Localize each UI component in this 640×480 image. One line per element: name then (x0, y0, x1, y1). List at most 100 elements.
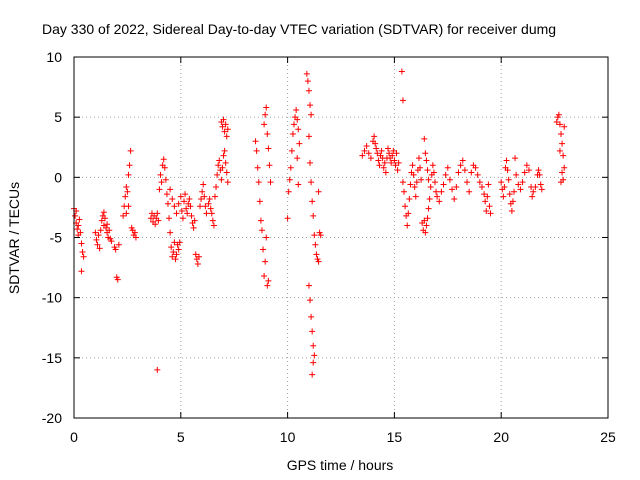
chart-title: Day 330 of 2022, Sidereal Day-to-day VTE… (42, 21, 556, 37)
data-point (394, 167, 401, 174)
data-point (371, 133, 378, 140)
data-point (263, 104, 270, 111)
data-point (296, 140, 303, 147)
data-point (284, 215, 291, 222)
data-point (559, 140, 566, 147)
x-tick-label: 25 (600, 429, 616, 445)
data-point (291, 121, 298, 128)
data-point (484, 193, 491, 200)
data-point (289, 131, 296, 138)
data-point (132, 234, 139, 241)
data-point (257, 217, 264, 224)
data-point (426, 195, 433, 202)
data-point (175, 246, 182, 253)
data-point (393, 150, 400, 157)
data-point (411, 183, 418, 190)
data-point (315, 188, 322, 195)
data-point (167, 229, 174, 236)
data-point (206, 195, 213, 202)
data-point (255, 179, 262, 186)
data-point (472, 164, 479, 171)
data-point (192, 251, 199, 258)
data-point (220, 116, 227, 123)
data-point (201, 193, 208, 200)
data-point (303, 70, 310, 77)
data-point (481, 191, 488, 198)
data-points (71, 68, 568, 378)
data-point (224, 179, 231, 186)
data-point (474, 171, 481, 178)
x-tick-label: 10 (280, 429, 296, 445)
data-point (293, 106, 300, 113)
data-point (380, 164, 387, 171)
data-point (171, 203, 178, 210)
data-point (187, 203, 194, 210)
data-point (294, 155, 301, 162)
data-point (536, 171, 543, 178)
data-point (410, 171, 417, 178)
data-point (459, 157, 466, 164)
data-point (425, 205, 432, 212)
data-point (221, 147, 228, 154)
data-point (294, 116, 301, 123)
data-point (413, 179, 420, 186)
data-point (98, 217, 105, 224)
data-point (431, 179, 438, 186)
data-point (525, 167, 532, 174)
data-point (500, 193, 507, 200)
data-point (503, 157, 510, 164)
data-point (96, 245, 103, 252)
data-point (438, 188, 445, 195)
data-point (265, 277, 272, 284)
data-point (126, 162, 133, 169)
data-point (307, 297, 314, 304)
data-point (295, 181, 302, 188)
data-point (295, 126, 302, 133)
data-point (519, 179, 526, 186)
data-point (95, 232, 102, 239)
data-point (392, 162, 399, 169)
data-point (310, 212, 317, 219)
data-point (186, 195, 193, 202)
y-axis-title: SDTVAR / TECUs (6, 182, 22, 294)
y-tick-label: 0 (54, 169, 62, 185)
data-point (208, 210, 215, 217)
data-point (512, 155, 519, 162)
data-point (169, 253, 176, 260)
data-point (262, 258, 269, 265)
data-point (556, 121, 563, 128)
data-point (75, 222, 82, 229)
data-point (482, 198, 489, 205)
data-point (422, 150, 429, 157)
data-point (508, 208, 515, 215)
data-point (415, 155, 422, 162)
data-point (561, 164, 568, 171)
data-point (167, 186, 174, 193)
data-point (430, 169, 437, 176)
data-point (222, 159, 229, 166)
data-point (476, 179, 483, 186)
data-point (223, 133, 230, 140)
data-point (412, 193, 419, 200)
data-point (427, 183, 434, 190)
data-point (78, 268, 85, 275)
data-point (434, 193, 441, 200)
data-point (103, 224, 110, 231)
data-point (376, 162, 383, 169)
data-point (538, 186, 545, 193)
data-point (498, 179, 505, 186)
data-point (311, 232, 318, 239)
data-point (425, 176, 432, 183)
data-point (374, 150, 381, 157)
data-point (92, 229, 99, 236)
data-point (222, 121, 229, 128)
data-point (560, 152, 567, 159)
data-point (429, 162, 436, 169)
data-point (120, 212, 127, 219)
data-point (384, 145, 391, 152)
data-point (315, 258, 322, 265)
data-point (184, 210, 191, 217)
data-point (161, 164, 168, 171)
data-point (106, 227, 113, 234)
